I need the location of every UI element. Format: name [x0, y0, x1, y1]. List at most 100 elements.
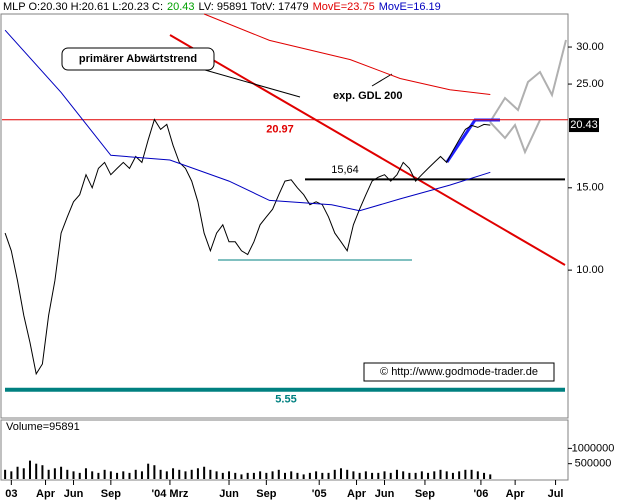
volume-bar [47, 469, 50, 479]
x-tick-label: Jun [64, 488, 84, 500]
volume-bar [402, 471, 405, 479]
y-tick-label: 500000 [575, 458, 612, 470]
annotation: primärer Abwärtstrend [79, 53, 197, 65]
volume-bar [140, 471, 143, 479]
moving-average [4, 29, 491, 212]
header-part: LV: 95891 TotV: 17479 [199, 1, 309, 13]
arrow [204, 69, 301, 98]
volume-bar [147, 463, 150, 479]
volume-bar [196, 468, 199, 479]
volume-bar [439, 469, 442, 479]
volume-bar [371, 472, 374, 479]
price-line [4, 118, 491, 376]
volume-bar [178, 469, 181, 479]
y-tick-label: 15.00 [576, 182, 604, 194]
volume-bar [35, 463, 38, 479]
volume-bar [72, 471, 75, 479]
volume-bar [327, 472, 330, 479]
volume-bar [383, 471, 386, 479]
x-tick-label: Apr [347, 488, 367, 500]
x-tick-label: '06 [473, 488, 488, 500]
volume-bar [184, 471, 187, 479]
header: MLP O:20.30 H:20.61 L:20.23 C: 20.43 LV: 9… [3, 1, 441, 13]
moving-average [203, 13, 491, 95]
volume-bar [458, 471, 461, 479]
volume-bar [234, 472, 237, 479]
volume-bar [483, 472, 486, 479]
volume-bar [16, 466, 19, 479]
volume-bar [116, 472, 119, 479]
volume-bar [339, 468, 342, 479]
y-tick-label: 1000000 [572, 442, 615, 454]
volume-bar [333, 469, 336, 479]
x-tick-label: Jun [219, 488, 239, 500]
annotation-box [61, 47, 215, 71]
volume-bar [277, 469, 280, 479]
volume-bar [78, 472, 81, 479]
volume-bar [190, 469, 193, 479]
projection [489, 119, 541, 155]
volume-bar [60, 466, 63, 479]
copyright: © http://www.godmode-trader.de [380, 366, 538, 378]
volume-bar [91, 471, 94, 479]
volume-bar [10, 471, 13, 479]
volume-bar [215, 471, 218, 479]
volume-bar [159, 469, 162, 479]
volume-bar [128, 472, 131, 479]
volume-bar [352, 471, 355, 479]
volume-bar [321, 472, 324, 479]
x-tick-label: Sep [256, 488, 276, 500]
level-label: 15,64 [331, 164, 359, 176]
y-tick-label: 10.00 [576, 264, 604, 276]
volume-bar [221, 472, 224, 479]
volume-bar [109, 471, 112, 479]
volume-bar [240, 474, 243, 479]
header-part: 20.43 [167, 1, 195, 13]
volume-bar [271, 471, 274, 479]
volume-bar [246, 472, 249, 479]
volume-bar [414, 472, 417, 479]
x-tick-label: '04 Mrz [152, 488, 189, 500]
volume-bar [97, 472, 100, 479]
volume-bar [296, 472, 299, 479]
copyright-box [363, 362, 555, 382]
projection [489, 39, 567, 123]
volume-bar [476, 471, 479, 479]
header-part: MLP O:20.30 H:20.61 L:20.23 C: [3, 1, 163, 13]
volume-bar [259, 471, 262, 479]
x-tick-label: Sep [415, 488, 435, 500]
volume-bar [364, 471, 367, 479]
volume-panel [0, 419, 569, 481]
level-label: 20.97 [266, 124, 294, 136]
volume-bar [203, 466, 206, 479]
x-tick-label: Jul [548, 488, 564, 500]
volume-bar [122, 471, 125, 479]
price-panel [0, 13, 569, 419]
volume-bar [290, 471, 293, 479]
volume-bar [228, 471, 231, 479]
volume-bar [153, 465, 156, 479]
header-part: MovE=16.19 [379, 1, 441, 13]
x-tick-label: Apr [506, 488, 526, 500]
volume-bar [358, 472, 361, 479]
volume-bar [315, 471, 318, 479]
volume-bar [66, 469, 69, 479]
volume-bar [103, 469, 106, 479]
volume-bar [420, 471, 423, 479]
trend-line [169, 34, 566, 266]
volume-bar [395, 469, 398, 479]
volume-bar [489, 474, 492, 479]
volume-bar [377, 472, 380, 479]
volume-bar [470, 469, 473, 479]
volume-bar [389, 472, 392, 479]
header-part: MovE=23.75 [313, 1, 375, 13]
volume-bar [308, 472, 311, 479]
volume-bar [4, 469, 7, 479]
y-tick-label: 30.00 [576, 41, 604, 53]
annotation: exp. GDL 200 [333, 90, 403, 102]
x-tick-label: Sep [101, 488, 121, 500]
volume-bar [302, 474, 305, 479]
volume-bar [172, 468, 175, 479]
volume-bar [134, 469, 137, 479]
